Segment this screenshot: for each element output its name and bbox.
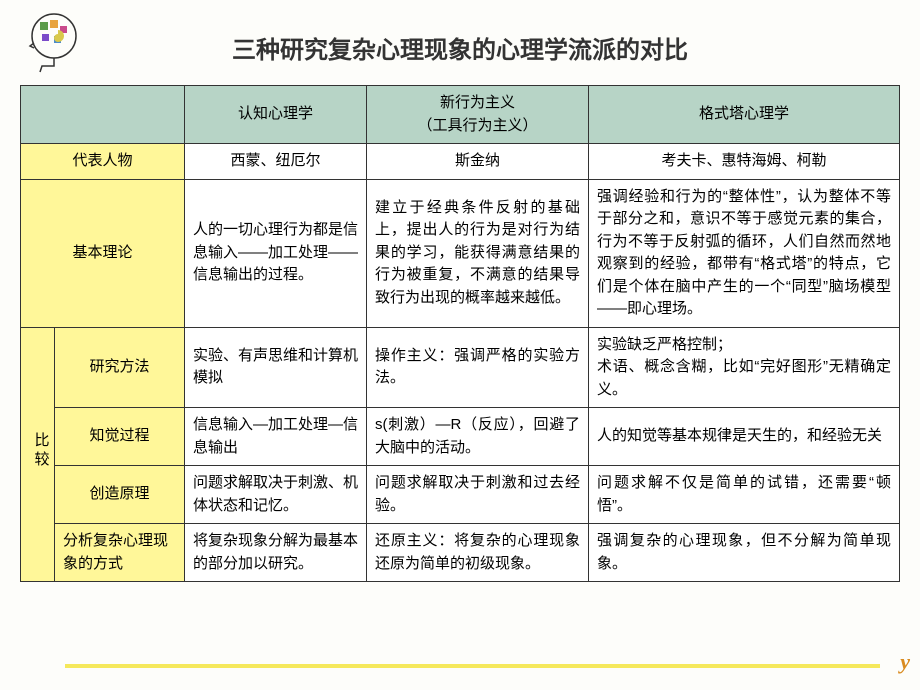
label-representatives: 代表人物 [21,144,185,180]
method-gestalt: 实验缺乏严格控制； 术语、概念含糊，比如“完好图形”无精确定义。 [589,327,900,408]
theory-gestalt: 强调经验和行为的“整体性”，认为整体不等于部分之和，意识不等于感觉元素的集合，行… [589,179,900,327]
row-method: 比较 研究方法 实验、有声思维和计算机模拟 操作主义：强调严格的实验方法。 实验… [21,327,900,408]
header-blank [21,86,185,144]
rep-cognitive: 西蒙、纽厄尔 [185,144,367,180]
label-theory: 基本理论 [21,179,185,327]
footer-divider [65,664,880,668]
row-analysis: 分析复杂心理现象的方式 将复杂现象分解为最基本的部分加以研究。 还原主义：将复杂… [21,524,900,582]
creation-behaviorism: 问题求解取决于刺激和过去经验。 [367,466,589,524]
page-title: 三种研究复杂心理现象的心理学流派的对比 [0,0,920,85]
theory-behaviorism: 建立于经典条件反射的基础上，提出人的行为是对行为结果的学习，能获得满意结果的行为… [367,179,589,327]
row-theory: 基本理论 人的一切心理行为都是信息输入——加工处理——信息输出的过程。 建立于经… [21,179,900,327]
perception-cognitive: 信息输入—加工处理—信息输出 [185,408,367,466]
label-creation: 创造原理 [55,466,185,524]
label-analysis: 分析复杂心理现象的方式 [55,524,185,582]
theory-cognitive: 人的一切心理行为都是信息输入——加工处理——信息输出的过程。 [185,179,367,327]
creation-gestalt: 问题求解不仅是简单的试错，还需要“顿悟”。 [589,466,900,524]
comparison-table: 认知心理学 新行为主义 （工具行为主义） 格式塔心理学 代表人物 西蒙、纽厄尔 … [20,85,900,582]
row-creation: 创造原理 问题求解取决于刺激、机体状态和记忆。 问题求解取决于刺激和过去经验。 … [21,466,900,524]
footer-y-mark: y [900,649,910,675]
table-header-row: 认知心理学 新行为主义 （工具行为主义） 格式塔心理学 [21,86,900,144]
label-method: 研究方法 [55,327,185,408]
creation-cognitive: 问题求解取决于刺激、机体状态和记忆。 [185,466,367,524]
header-gestalt: 格式塔心理学 [589,86,900,144]
analysis-gestalt: 强调复杂的心理现象，但不分解为简单现象。 [589,524,900,582]
rep-behaviorism: 斯金纳 [367,144,589,180]
brain-logo-icon [12,8,82,73]
perception-behaviorism: s(刺激）—R（反应），回避了大脑中的活动。 [367,408,589,466]
row-representatives: 代表人物 西蒙、纽厄尔 斯金纳 考夫卡、惠特海姆、柯勒 [21,144,900,180]
label-compare: 比较 [21,327,55,582]
header-cognitive: 认知心理学 [185,86,367,144]
header-behaviorism: 新行为主义 （工具行为主义） [367,86,589,144]
label-perception: 知觉过程 [55,408,185,466]
comparison-table-wrap: 认知心理学 新行为主义 （工具行为主义） 格式塔心理学 代表人物 西蒙、纽厄尔 … [0,85,920,592]
perception-gestalt: 人的知觉等基本规律是天生的，和经验无关 [589,408,900,466]
method-cognitive: 实验、有声思维和计算机模拟 [185,327,367,408]
analysis-behaviorism: 还原主义：将复杂的心理现象还原为简单的初级现象。 [367,524,589,582]
analysis-cognitive: 将复杂现象分解为最基本的部分加以研究。 [185,524,367,582]
method-behaviorism: 操作主义：强调严格的实验方法。 [367,327,589,408]
rep-gestalt: 考夫卡、惠特海姆、柯勒 [589,144,900,180]
row-perception: 知觉过程 信息输入—加工处理—信息输出 s(刺激）—R（反应），回避了大脑中的活… [21,408,900,466]
